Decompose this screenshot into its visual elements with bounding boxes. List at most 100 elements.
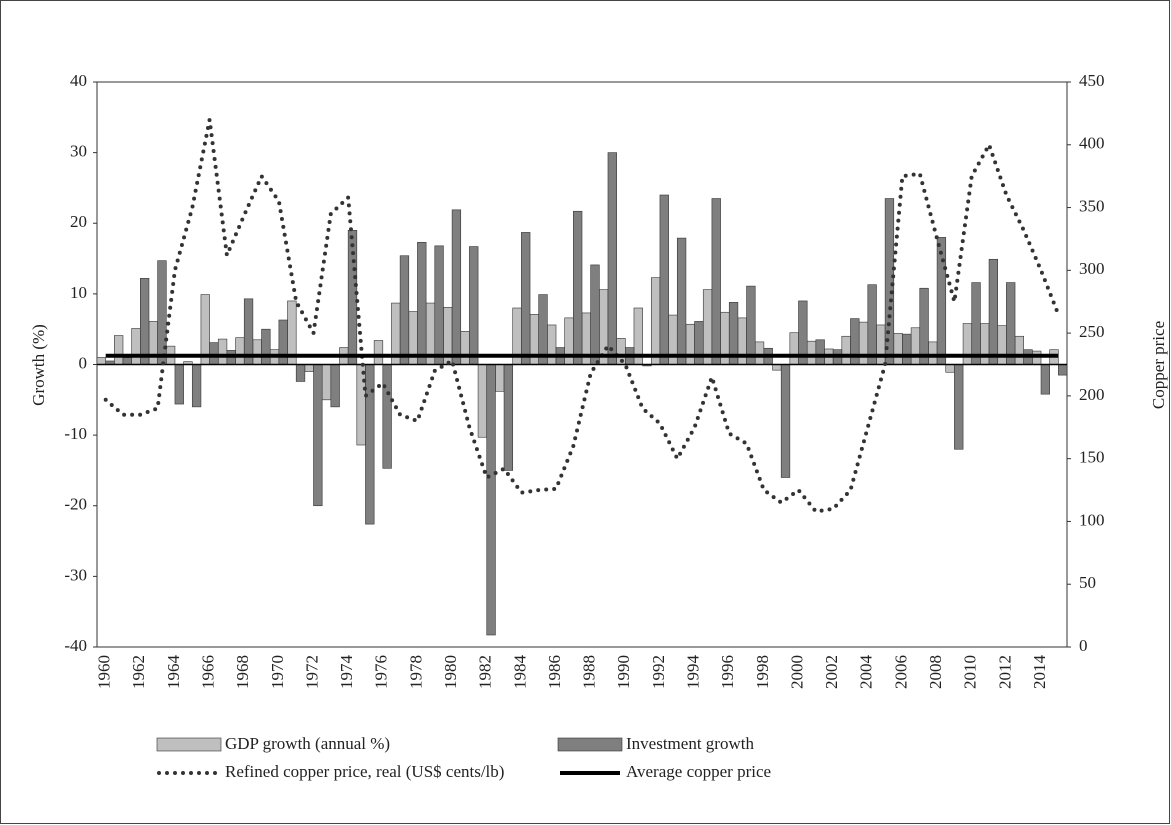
y-tick-label: -40	[64, 636, 87, 655]
y-tick-label: -10	[64, 424, 87, 443]
bar	[382, 364, 392, 469]
x-tick-label: 1994	[683, 655, 702, 690]
bar	[191, 364, 202, 408]
bar	[209, 342, 219, 365]
bar	[217, 338, 228, 365]
bar	[997, 325, 1007, 365]
bar	[858, 321, 869, 365]
x-tick-label: 1976	[372, 655, 391, 689]
x-tick-label: 2014	[1030, 655, 1049, 690]
legend-label: Investment growth	[626, 734, 754, 753]
x-tick-label: 1966	[198, 655, 217, 689]
x-tick-label: 1990	[614, 655, 633, 689]
bar	[1032, 350, 1042, 365]
bar	[806, 340, 817, 365]
bar	[702, 289, 713, 365]
bar	[1006, 282, 1016, 365]
x-tick-label: 1960	[95, 655, 114, 689]
bar	[434, 245, 444, 365]
y2-tick-label: 400	[1079, 134, 1105, 153]
y-tick-label: 30	[70, 142, 87, 161]
y-tick-label: -20	[64, 495, 87, 514]
y2-tick-label: 100	[1079, 510, 1105, 529]
bar	[954, 364, 964, 450]
bar	[140, 278, 150, 365]
bar	[547, 324, 557, 365]
bar	[460, 331, 470, 365]
bar	[486, 364, 496, 636]
bar	[495, 364, 505, 392]
bar	[789, 332, 799, 365]
bar	[650, 277, 661, 365]
x-tick-label: 1974	[337, 655, 356, 690]
x-tick-label: 1978	[406, 655, 425, 689]
bar	[469, 246, 479, 365]
legend-label: GDP growth (annual %)	[225, 734, 390, 753]
bar	[945, 364, 955, 373]
bar	[321, 364, 332, 401]
x-tick-label: 2004	[857, 655, 876, 690]
bar	[261, 328, 271, 365]
bar	[919, 287, 929, 365]
bar	[754, 341, 765, 365]
bar	[417, 242, 427, 365]
legend-label: Average copper price	[626, 762, 771, 781]
bar	[295, 364, 306, 382]
y-tick-label: -30	[64, 565, 87, 584]
bar	[521, 232, 531, 365]
bar	[1040, 364, 1050, 395]
bar	[815, 339, 825, 365]
y2-tick-label: 250	[1079, 322, 1105, 341]
y2-tick-label: 0	[1079, 636, 1088, 655]
y2-tick-label: 300	[1079, 259, 1105, 278]
bar	[971, 282, 981, 365]
y2-tick-label: 350	[1079, 196, 1105, 215]
x-tick-label: 2006	[891, 655, 910, 689]
x-tick-label: 2010	[961, 655, 980, 689]
bar	[676, 237, 687, 365]
x-tick-label: 1980	[441, 655, 460, 689]
bar	[503, 364, 514, 471]
bar	[304, 364, 314, 372]
bar	[980, 323, 990, 365]
bar	[235, 337, 245, 365]
bar	[573, 210, 583, 365]
y2-tick-label: 450	[1079, 71, 1105, 90]
bar	[772, 364, 782, 371]
bar	[252, 339, 262, 365]
bar	[1058, 364, 1068, 376]
bar	[599, 289, 609, 365]
y-tick-label: 20	[70, 212, 87, 231]
bar	[928, 341, 938, 365]
bar	[711, 198, 721, 365]
bar	[477, 364, 488, 438]
legend-swatch	[557, 737, 623, 752]
bar	[131, 328, 141, 365]
bar	[936, 237, 947, 365]
bar	[962, 323, 973, 365]
bar	[373, 340, 384, 365]
bar	[902, 333, 912, 365]
bar	[330, 364, 340, 408]
x-tick-label: 1984	[510, 655, 529, 690]
x-tick-label: 1972	[302, 655, 321, 689]
bar	[174, 364, 184, 405]
bar	[841, 335, 851, 365]
y2-tick-label: 150	[1079, 448, 1105, 467]
bar	[347, 230, 358, 365]
x-tick-label: 2002	[822, 655, 841, 689]
x-tick-label: 2008	[926, 655, 945, 689]
bar	[876, 324, 886, 365]
x-tick-label: 2000	[787, 655, 806, 689]
bar	[451, 209, 462, 365]
bar	[685, 323, 695, 365]
y-tick-label: 0	[79, 353, 88, 372]
y2-tick-label: 200	[1079, 385, 1105, 404]
y-axis-label: Growth (%)	[29, 324, 48, 406]
x-tick-label: 2012	[995, 655, 1014, 689]
bar	[399, 255, 410, 365]
x-tick-label: 1968	[233, 655, 252, 689]
bar	[659, 194, 669, 365]
bar	[148, 321, 158, 365]
